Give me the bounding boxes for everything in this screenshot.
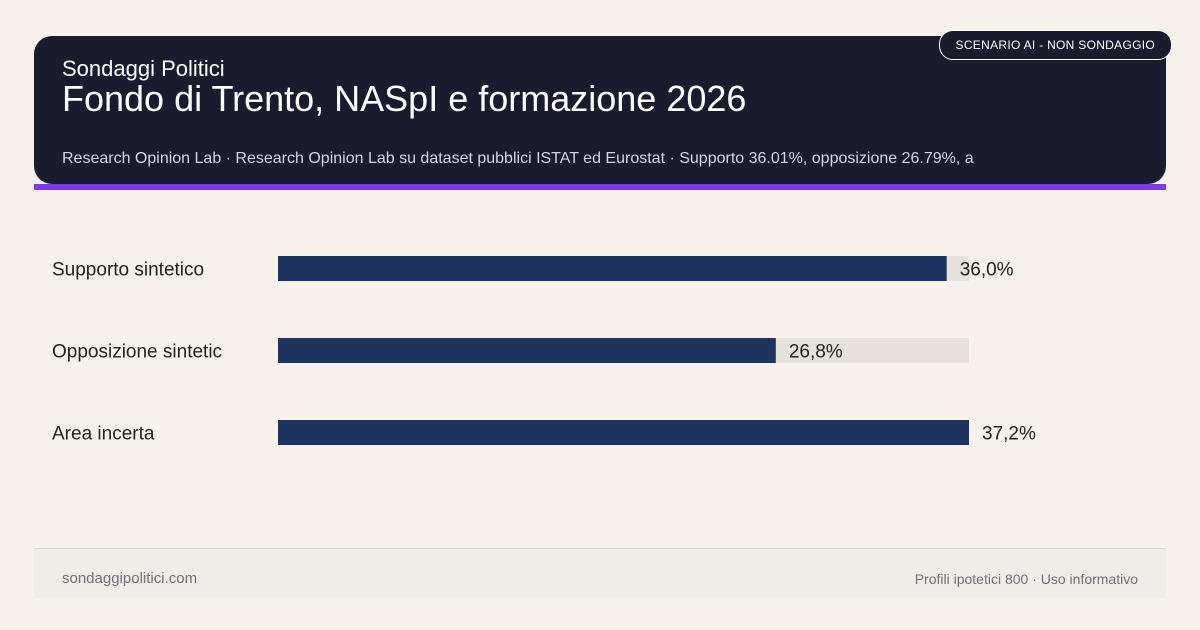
category-label: Opposizione sintetic [52, 342, 222, 363]
footer-site-link[interactable]: sondaggipolitici.com [62, 570, 198, 587]
scenario-badge: SCENARIO AI - NON SONDAGGIO [938, 30, 1172, 60]
page-title: Fondo di Trento, NASpI e formazione 2026 [62, 78, 747, 119]
value-label: 26,8% [789, 342, 843, 363]
footer: sondaggipolitici.com Profili ipotetici 8… [34, 548, 1166, 598]
category-label: Supporto sintetico [52, 260, 204, 281]
bar [278, 420, 969, 445]
footer-note: Profili ipotetici 800 · Uso informativo [914, 571, 1138, 587]
category-label: Area incerta [52, 424, 155, 445]
header-panel: Sondaggi Politici Fondo di Trento, NASpI… [34, 36, 1166, 184]
bar [278, 256, 947, 281]
brand-name: Sondaggi Politici [62, 56, 225, 81]
bar [278, 338, 776, 363]
value-label: 37,2% [982, 424, 1036, 445]
page-subtitle: Research Opinion Lab · Research Opinion … [62, 150, 974, 167]
value-label: 36,0% [960, 260, 1014, 281]
header-accent-line [34, 184, 1166, 190]
